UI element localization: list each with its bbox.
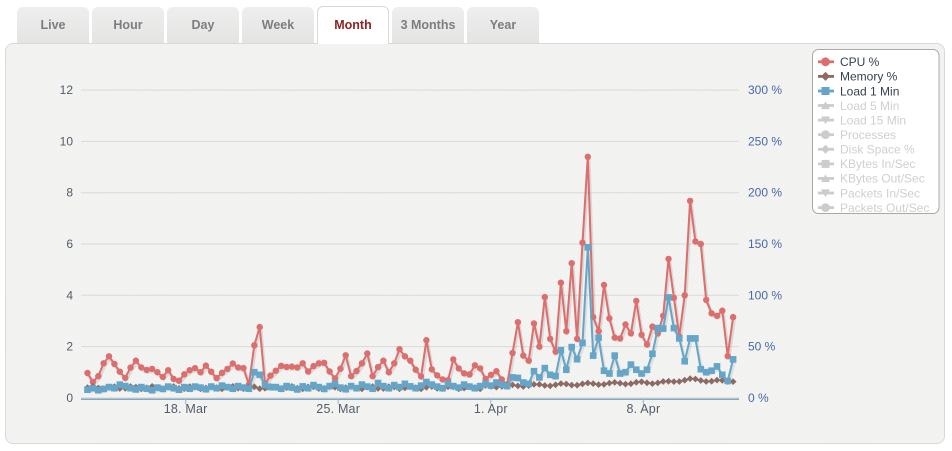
- svg-text:8: 8: [66, 186, 73, 200]
- svg-text:Load 15 Min: Load 15 Min: [840, 113, 906, 127]
- svg-text:Memory %: Memory %: [840, 70, 898, 84]
- svg-text:Packets Out/Sec: Packets Out/Sec: [840, 201, 929, 215]
- svg-text:1. Apr: 1. Apr: [474, 402, 508, 416]
- svg-text:Load 1 Min: Load 1 Min: [840, 84, 899, 98]
- svg-text:Load 5 Min: Load 5 Min: [840, 99, 899, 113]
- svg-text:Processes: Processes: [840, 128, 896, 142]
- svg-text:100 %: 100 %: [748, 288, 782, 302]
- svg-text:12: 12: [60, 83, 74, 97]
- svg-text:Packets In/Sec: Packets In/Sec: [840, 186, 920, 200]
- svg-text:150 %: 150 %: [748, 237, 782, 251]
- svg-text:KBytes Out/Sec: KBytes Out/Sec: [840, 172, 925, 186]
- svg-text:2: 2: [66, 340, 73, 354]
- svg-text:Disk Space %: Disk Space %: [840, 143, 915, 157]
- svg-text:0: 0: [66, 391, 73, 405]
- svg-text:200 %: 200 %: [748, 186, 782, 200]
- svg-text:25. Mar: 25. Mar: [316, 402, 360, 416]
- svg-text:50 %: 50 %: [748, 340, 776, 354]
- svg-text:300 %: 300 %: [748, 83, 782, 97]
- svg-text:18. Mar: 18. Mar: [164, 402, 208, 416]
- svg-text:6: 6: [66, 237, 73, 251]
- svg-text:CPU %: CPU %: [840, 55, 880, 69]
- svg-text:8. Apr: 8. Apr: [626, 402, 660, 416]
- svg-text:0 %: 0 %: [748, 391, 769, 405]
- svg-text:250 %: 250 %: [748, 134, 782, 148]
- svg-text:10: 10: [60, 134, 74, 148]
- svg-text:4: 4: [66, 288, 73, 302]
- svg-text:KBytes In/Sec: KBytes In/Sec: [840, 157, 915, 171]
